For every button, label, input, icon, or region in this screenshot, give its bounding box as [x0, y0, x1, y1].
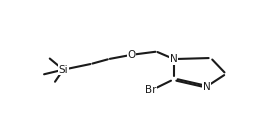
Text: N: N	[202, 82, 210, 92]
Text: N: N	[170, 54, 178, 64]
Text: Br: Br	[145, 85, 157, 95]
Text: O: O	[127, 50, 136, 60]
Text: Si: Si	[59, 65, 68, 75]
